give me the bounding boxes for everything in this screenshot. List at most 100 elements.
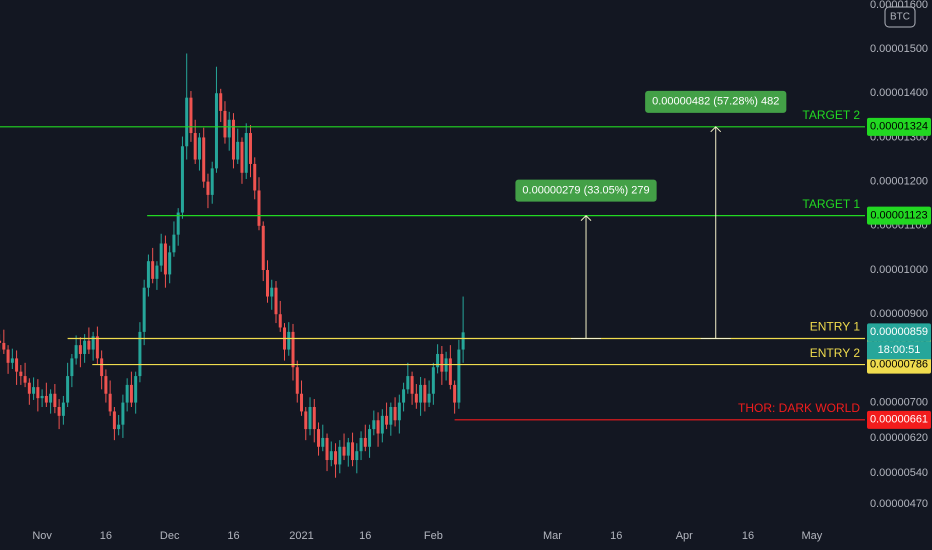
x-tick-label: Mar: [543, 530, 562, 542]
candle-body: [389, 407, 393, 425]
candle-body: [448, 358, 452, 385]
candle-body: [312, 407, 316, 430]
y-tick-label: 0.00001400: [870, 87, 928, 99]
candle-body: [240, 141, 244, 173]
level-price-tag: 0.00000661: [870, 414, 928, 426]
candle-body: [138, 331, 142, 377]
level-name: TARGET 1: [802, 197, 860, 211]
candle-body: [419, 384, 423, 403]
y-tick-label: 0.00000900: [870, 308, 928, 320]
candle-body: [248, 133, 252, 164]
candle-body: [265, 270, 269, 297]
candle-body: [210, 168, 214, 195]
y-tick-label: 0.00001500: [870, 43, 928, 55]
candle-body: [359, 437, 363, 452]
candle-body: [219, 93, 223, 111]
candle-body: [70, 358, 74, 377]
candle-body: [368, 429, 372, 447]
candle-body: [414, 393, 418, 403]
measure-label-box: [645, 90, 787, 113]
candle-body: [244, 133, 248, 173]
currency-box: [884, 6, 916, 28]
candle-body: [78, 345, 82, 354]
candle-body: [214, 93, 218, 169]
candle-body: [180, 146, 184, 213]
y-tick-label: 0.00001600: [870, 0, 928, 11]
candle-body: [2, 342, 6, 350]
price-axis: [865, 0, 932, 550]
candle-body: [0, 340, 2, 343]
arrow-head: [710, 126, 722, 133]
candle-body: [202, 137, 206, 182]
last-price-tag: 0.00000859: [870, 326, 928, 338]
candle-body: [393, 407, 397, 421]
candle-body: [87, 340, 91, 350]
candle-body: [372, 420, 376, 430]
candle-body: [427, 393, 431, 403]
candle-body: [129, 384, 133, 403]
candle-body: [295, 367, 299, 394]
candle-body: [338, 446, 342, 465]
candle-body: [321, 437, 325, 447]
candle-body: [351, 442, 355, 461]
candle-body: [261, 225, 265, 271]
candle-body: [363, 437, 367, 447]
candle-body: [325, 437, 329, 461]
arrow-head: [580, 214, 592, 222]
y-tick-label: 0.00001000: [870, 264, 928, 276]
level-name: ENTRY 2: [810, 346, 861, 360]
candle-body: [19, 371, 23, 377]
candle-body: [108, 393, 112, 412]
candle-body: [74, 345, 78, 359]
measure-label-box: [515, 179, 657, 202]
candle-body: [91, 336, 95, 350]
y-tick-label: 0.00000700: [870, 396, 928, 408]
candle-body: [287, 331, 291, 350]
candle-body: [6, 349, 10, 363]
candle-body: [189, 97, 193, 134]
level-name: THOR: DARK WORLD: [738, 401, 860, 415]
currency: BTC: [890, 12, 910, 23]
candle-body: [397, 402, 401, 421]
candle-body: [36, 387, 40, 399]
level-price-tag: 0.00001123: [870, 210, 927, 222]
countdown: 18:00:51: [878, 344, 921, 356]
x-tick-label: Dec: [160, 530, 180, 542]
countdown-box: [867, 341, 931, 360]
x-tick-label: 2021: [289, 530, 313, 542]
candle-body: [223, 110, 227, 138]
candle-body: [206, 181, 210, 195]
candle-body: [431, 367, 435, 394]
candle-body: [385, 415, 389, 425]
candle-body: [40, 395, 44, 399]
candle-body: [342, 446, 346, 456]
candle-body: [27, 382, 31, 394]
candle-body: [49, 393, 53, 403]
candle-body: [423, 384, 427, 403]
candle-body: [66, 376, 70, 403]
candle-body: [291, 331, 295, 368]
candle-body: [10, 358, 14, 363]
candle-body: [15, 358, 19, 372]
x-tick-label: Apr: [676, 530, 693, 542]
candle-body: [317, 429, 321, 447]
candle-body: [410, 376, 414, 394]
level-name: ENTRY 1: [810, 320, 861, 334]
candle-body: [159, 243, 163, 266]
level-price-tag-box: [867, 410, 931, 429]
candle-body: [53, 393, 57, 408]
candle-body: [231, 119, 235, 160]
candle-body: [300, 393, 304, 412]
last-price-tag-box: [867, 323, 931, 342]
y-tick-label: 0.00000540: [870, 467, 928, 479]
candle-body: [163, 243, 167, 275]
level-price-tag-box: [867, 355, 931, 374]
candle-body: [346, 442, 350, 456]
candle-body: [83, 340, 87, 354]
candle-body: [193, 133, 197, 160]
x-tick-label: 16: [359, 530, 371, 542]
level-price-tag: 0.00000786: [870, 358, 928, 370]
candle-body: [440, 353, 444, 372]
